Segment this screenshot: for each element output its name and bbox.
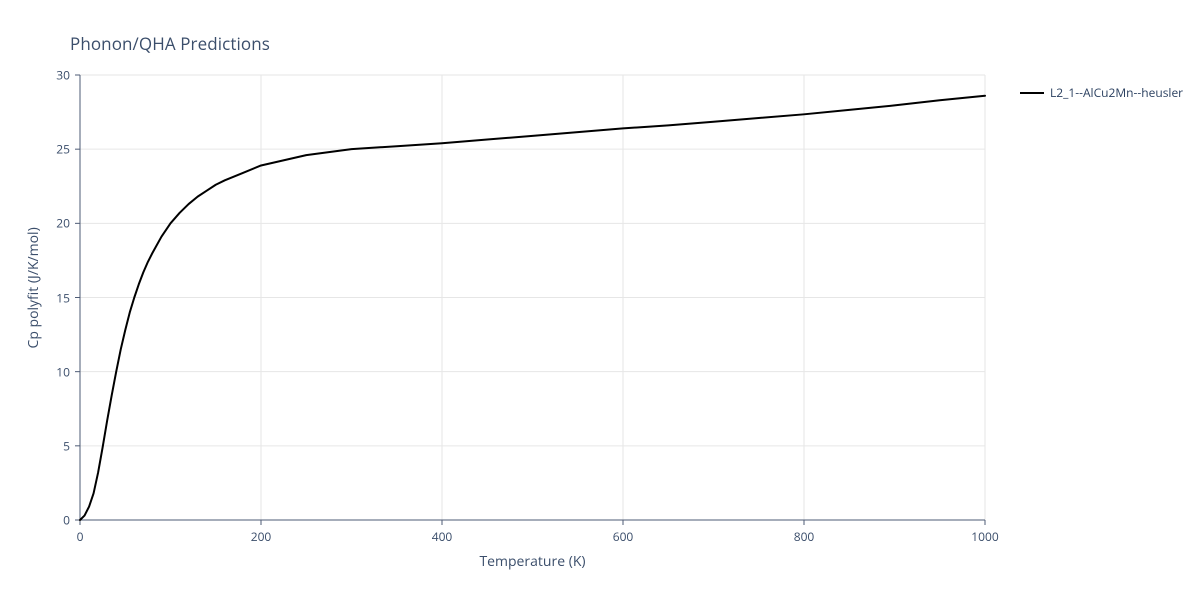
chart-container: Phonon/QHA Predictions Cp polyfit (J/K/m… bbox=[0, 0, 1200, 600]
x-tick-label: 600 bbox=[613, 528, 634, 545]
plot-svg[interactable] bbox=[0, 0, 1200, 600]
x-tick-label: 400 bbox=[432, 528, 453, 545]
x-tick-label: 0 bbox=[77, 528, 84, 545]
y-tick-label: 30 bbox=[56, 67, 70, 84]
y-tick-label: 0 bbox=[63, 512, 70, 529]
y-tick-label: 10 bbox=[56, 363, 70, 380]
y-tick-label: 5 bbox=[63, 437, 70, 454]
y-tick-label: 25 bbox=[56, 141, 70, 158]
x-tick-label: 800 bbox=[794, 528, 815, 545]
x-tick-label: 200 bbox=[251, 528, 272, 545]
x-tick-label: 1000 bbox=[971, 528, 998, 545]
y-tick-label: 20 bbox=[56, 215, 70, 232]
y-tick-label: 15 bbox=[56, 289, 70, 306]
